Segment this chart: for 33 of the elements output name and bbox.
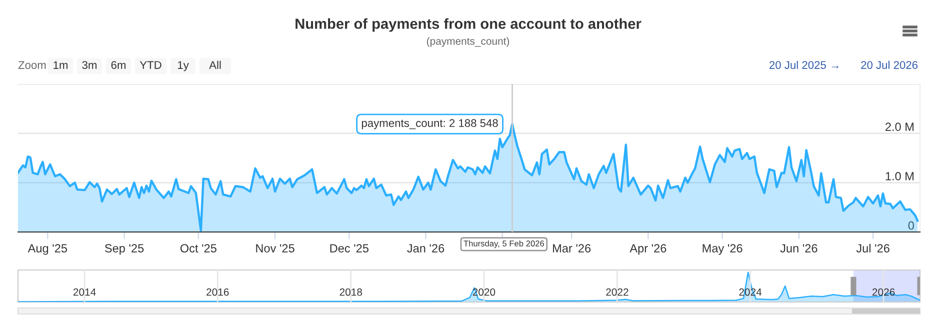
annotation: payments_count: 2 188 548 xyxy=(362,119,498,130)
x-tick-label: Sep '25 xyxy=(104,244,144,255)
text: Zoom xyxy=(18,61,46,69)
y-tick-label: 2.0 M xyxy=(886,122,914,131)
x-tick-label: May '26 xyxy=(702,244,742,255)
y-tick-label: 1.0 M xyxy=(886,172,914,180)
x-tick-label: Jan '26 xyxy=(407,244,444,252)
text: 6m xyxy=(111,61,126,69)
x-tick-label: Dec '25 xyxy=(330,244,368,252)
x-tick-label: Jun '26 xyxy=(780,244,818,252)
x-tick-label: Jul '26 xyxy=(856,244,890,252)
text: All xyxy=(209,60,221,69)
chart-title: Number of payments from one account to another xyxy=(296,18,642,32)
y-tick-label: 0 xyxy=(908,221,914,230)
x-tick-label: Nov '25 xyxy=(256,244,294,252)
text: → xyxy=(832,66,838,68)
x-tick-label: Mar '26 xyxy=(553,244,591,252)
x-tick-label: 2014 xyxy=(73,288,96,296)
x-tick-label: 2018 xyxy=(340,288,362,296)
text: 1m xyxy=(54,61,68,69)
text: 20 Jul 2025 xyxy=(770,60,826,69)
text: YTD xyxy=(140,61,162,69)
x-tick-label: 2016 xyxy=(206,288,229,296)
x-tick-label: Oct '25 xyxy=(180,244,216,252)
text: Thursday, 5 Feb 2026 xyxy=(464,240,544,248)
x-tick-label: 2022 xyxy=(606,288,628,296)
text: 3m xyxy=(82,61,96,69)
chart-subtitle: (payments_count) xyxy=(426,37,510,47)
x-tick-label: 2026 xyxy=(872,288,895,296)
x-tick-label: Apr '26 xyxy=(630,244,666,255)
text: 20 Jul 2026 xyxy=(861,60,918,69)
text: 1y xyxy=(178,61,189,72)
x-tick-label: Aug '25 xyxy=(28,244,67,255)
